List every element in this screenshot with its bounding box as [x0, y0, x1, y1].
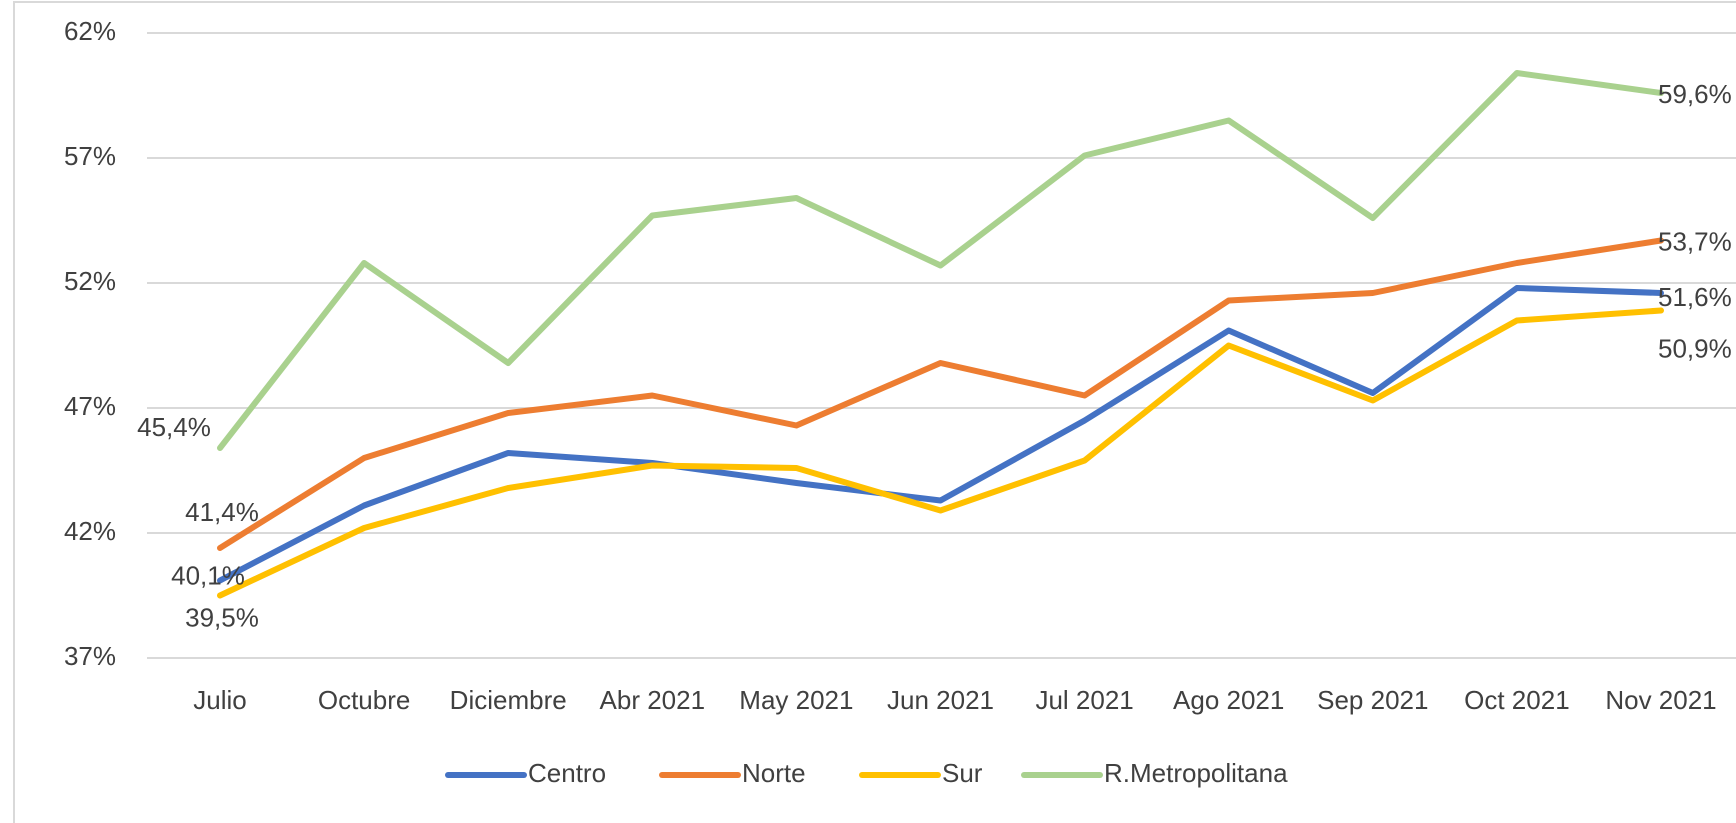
x-tick-label: Julio	[193, 685, 246, 715]
y-tick-label: 37%	[64, 641, 116, 671]
x-tick-label: Nov 2021	[1605, 685, 1716, 715]
x-tick-label: Abr 2021	[600, 685, 706, 715]
legend-label: R.Metropolitana	[1104, 758, 1288, 788]
data-label: 51,6%	[1658, 282, 1732, 312]
y-tick-label: 47%	[64, 391, 116, 421]
legend-label: Norte	[742, 758, 806, 788]
y-tick-label: 57%	[64, 141, 116, 171]
data-label: 45,4%	[137, 412, 211, 442]
data-label: 53,7%	[1658, 226, 1732, 256]
data-label: 39,5%	[185, 602, 259, 632]
data-label: 59,6%	[1658, 79, 1732, 109]
x-tick-label: Jul 2021	[1035, 685, 1133, 715]
series-line	[217, 285, 1664, 584]
legend-label: Centro	[528, 758, 606, 788]
x-tick-label: Jun 2021	[887, 685, 994, 715]
x-tick-label: Ago 2021	[1173, 685, 1284, 715]
series-line	[217, 307, 1664, 599]
x-tick-label: Oct 2021	[1464, 685, 1570, 715]
y-tick-label: 52%	[64, 266, 116, 296]
y-tick-label: 62%	[64, 16, 116, 46]
y-tick-label: 42%	[64, 516, 116, 546]
data-label: 50,9%	[1658, 333, 1732, 363]
legend-label: Sur	[942, 758, 983, 788]
x-tick-label: Diciembre	[450, 685, 567, 715]
x-tick-label: Octubre	[318, 685, 411, 715]
data-label: 41,4%	[185, 497, 259, 527]
data-label: 40,1%	[171, 560, 245, 590]
series-line	[217, 70, 1664, 451]
x-tick-label: Sep 2021	[1317, 685, 1428, 715]
series-line	[217, 237, 1664, 551]
x-tick-label: May 2021	[739, 685, 853, 715]
